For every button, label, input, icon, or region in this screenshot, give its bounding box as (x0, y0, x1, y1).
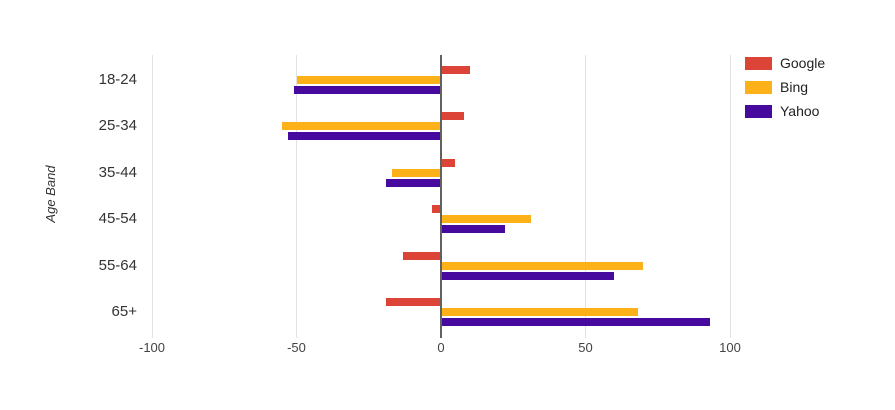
bar-google-55-64 (403, 251, 441, 260)
gridline (296, 55, 297, 338)
bar-yahoo-25-34 (287, 132, 441, 140)
gridline (729, 55, 731, 338)
bar-bing-35-44 (391, 168, 441, 177)
legend-swatch-yahoo (745, 104, 772, 118)
bar-yahoo-55-64 (441, 271, 615, 280)
x-tick-label: -100 (138, 340, 166, 355)
gridline (585, 55, 586, 338)
x-tick-label: 50 (578, 340, 593, 355)
legend-item-yahoo: Yahoo (745, 104, 825, 118)
bar-bing-55-64 (441, 261, 644, 270)
category-label: 25-34 (98, 117, 137, 134)
bar-google-25-34 (441, 112, 465, 120)
gridline (151, 55, 153, 338)
bar-google-45-54 (432, 205, 441, 213)
legend-label: Bing (780, 79, 809, 95)
legend-swatch-google (745, 56, 772, 70)
x-tick-label: 100 (719, 340, 741, 355)
category-label: 55-64 (98, 256, 137, 274)
bar-bing-65+ (441, 308, 638, 316)
zero-axis-line (440, 55, 442, 338)
y-axis-title: Age Band (43, 165, 58, 223)
legend-item-bing: Bing (745, 80, 825, 94)
legend-label: Yahoo (780, 103, 820, 119)
bar-bing-18-24 (296, 75, 441, 84)
legend: Google Bing Yahoo (745, 56, 825, 128)
bar-yahoo-35-44 (386, 178, 441, 187)
bar-yahoo-65+ (441, 318, 710, 326)
category-label: 18-24 (98, 70, 137, 88)
bar-yahoo-18-24 (293, 85, 441, 94)
x-tick-label: 0 (437, 340, 445, 355)
bar-google-35-44 (441, 158, 456, 167)
x-tick-label: -50 (287, 340, 306, 355)
legend-swatch-bing (745, 80, 772, 94)
category-label: 65+ (111, 303, 137, 320)
bar-bing-25-34 (282, 122, 441, 130)
bar-yahoo-45-54 (441, 225, 505, 233)
bar-google-65+ (386, 298, 441, 306)
category-label: 35-44 (98, 163, 137, 181)
bar-bing-45-54 (441, 215, 531, 223)
category-label: 45-54 (98, 210, 137, 227)
legend-label: Google (780, 55, 826, 71)
legend-item-google: Google (745, 56, 825, 70)
bar-google-18-24 (441, 65, 470, 74)
